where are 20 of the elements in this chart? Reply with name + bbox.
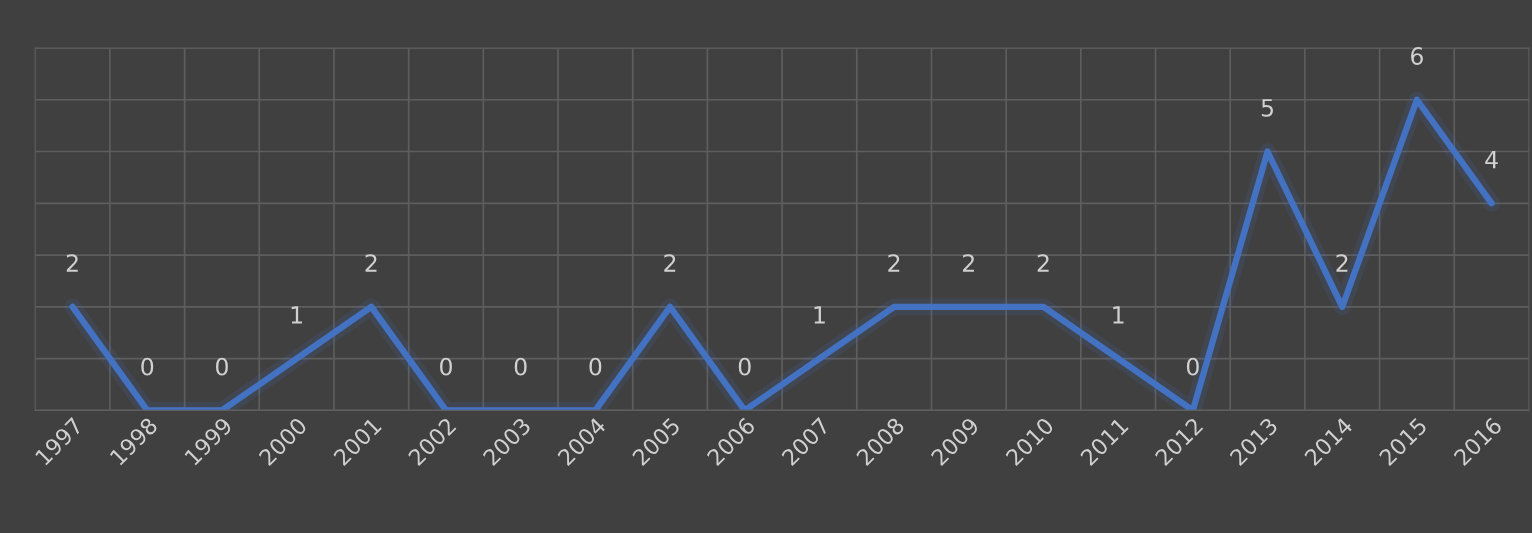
data-label: 0	[1186, 357, 1199, 376]
data-label: 0	[141, 357, 154, 376]
data-label: 2	[66, 254, 78, 272]
data-label: 0	[215, 357, 228, 376]
data-label: 5	[1261, 99, 1273, 117]
data-label: 2	[664, 254, 676, 272]
data-label: 0	[738, 357, 751, 376]
data-label: 0	[440, 357, 452, 376]
data-label: 4	[1485, 150, 1498, 169]
data-label: 0	[589, 357, 602, 376]
data-label: 2	[963, 254, 974, 272]
data-label: 2	[365, 254, 377, 272]
data-label: 2	[1336, 254, 1348, 272]
data-label: 1	[291, 306, 302, 324]
data-label: 2	[1037, 254, 1049, 272]
data-label: 2	[888, 254, 900, 272]
data-label: 6	[1411, 47, 1423, 65]
data-label: 1	[814, 306, 825, 324]
data-label: 0	[514, 357, 527, 376]
data-label: 1	[1113, 306, 1124, 324]
